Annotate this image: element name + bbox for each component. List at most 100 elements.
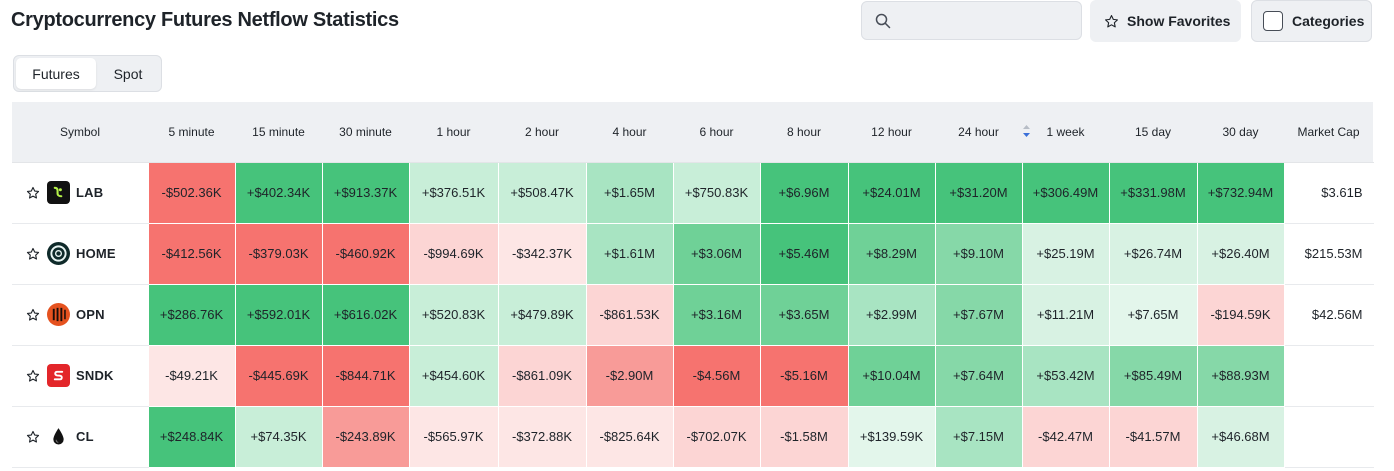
- netflow-cell: +$306.49M: [1022, 162, 1110, 224]
- netflow-cell: +$248.84K: [148, 406, 236, 468]
- netflow-cell: -$372.88K: [498, 406, 587, 468]
- netflow-cell: -$342.37K: [498, 223, 587, 285]
- column-header-15-minute[interactable]: 15 minute: [235, 102, 322, 163]
- column-header-market-cap[interactable]: Market Cap: [1284, 102, 1373, 163]
- netflow-cell: +$750.83K: [673, 162, 761, 224]
- netflow-cell: +$1.65M: [586, 162, 674, 224]
- table-row[interactable]: SNDK -$49.21K -$445.69K -$844.71K +$454.60K -…: [12, 345, 1374, 407]
- column-header-15-day[interactable]: 15 day: [1109, 102, 1197, 163]
- symbol-cell[interactable]: SNDK: [12, 345, 149, 407]
- table-row[interactable]: HOME -$412.56K -$379.03K -$460.92K -$994.69K…: [12, 223, 1374, 285]
- star-icon: [1105, 14, 1118, 27]
- column-header-24-hour[interactable]: 24 hour: [935, 102, 1030, 163]
- netflow-cell: -$49.21K: [148, 345, 236, 407]
- column-header-12-hour[interactable]: 12 hour: [848, 102, 935, 163]
- netflow-cell: +$508.47K: [498, 162, 587, 224]
- netflow-cell: +$7.64M: [935, 345, 1023, 407]
- netflow-cell: +$88.93M: [1197, 345, 1285, 407]
- netflow-cell: +$520.83K: [409, 284, 499, 346]
- column-header-symbol[interactable]: Symbol: [12, 102, 148, 163]
- categories-button[interactable]: Categories: [1251, 0, 1372, 42]
- netflow-cell: -$844.71K: [322, 345, 410, 407]
- symbol-cell[interactable]: OPN: [12, 284, 149, 346]
- column-header-1-week[interactable]: 1 week: [1022, 102, 1109, 163]
- netflow-cell: +$7.65M: [1109, 284, 1198, 346]
- table-row[interactable]: CL +$248.84K +$74.35K -$243.89K -$565.97K -$3…: [12, 406, 1374, 468]
- netflow-cell: +$139.59K: [848, 406, 936, 468]
- column-header-4-hour[interactable]: 4 hour: [586, 102, 673, 163]
- favorite-star-icon[interactable]: [26, 430, 40, 444]
- lab-icon: [47, 181, 70, 204]
- symbol-cell[interactable]: HOME: [12, 223, 149, 285]
- netflow-cell: -$460.92K: [322, 223, 410, 285]
- netflow-cell: -$4.56M: [673, 345, 761, 407]
- show-favorites-label: Show Favorites: [1127, 13, 1231, 29]
- netflow-cell: +$592.01K: [235, 284, 323, 346]
- categories-label: Categories: [1292, 13, 1365, 29]
- symbol-name[interactable]: HOME: [76, 246, 116, 261]
- netflow-table: Symbol 5 minute 15 minute 30 minute 1 ho…: [12, 102, 1374, 468]
- symbol-cell[interactable]: LAB: [12, 162, 149, 224]
- column-header-30-minute[interactable]: 30 minute: [322, 102, 409, 163]
- cl-icon: [47, 425, 70, 448]
- favorite-star-icon[interactable]: [26, 308, 40, 322]
- netflow-cell: +$454.60K: [409, 345, 499, 407]
- netflow-cell: +$286.76K: [148, 284, 236, 346]
- favorite-star-icon[interactable]: [26, 247, 40, 261]
- column-header-30-day[interactable]: 30 day: [1197, 102, 1284, 163]
- netflow-cell: +$11.21M: [1022, 284, 1110, 346]
- netflow-cell: -$379.03K: [235, 223, 323, 285]
- symbol-cell[interactable]: CL: [12, 406, 149, 468]
- netflow-cell: -$243.89K: [322, 406, 410, 468]
- market-cap-cell: $3.61B: [1284, 162, 1374, 224]
- favorite-star-icon[interactable]: [26, 369, 40, 383]
- netflow-cell: +$25.19M: [1022, 223, 1110, 285]
- netflow-cell: +$402.34K: [235, 162, 323, 224]
- symbol-name[interactable]: OPN: [76, 307, 105, 322]
- column-header-5-minute[interactable]: 5 minute: [148, 102, 235, 163]
- netflow-cell: +$732.94M: [1197, 162, 1285, 224]
- netflow-cell: +$46.68M: [1197, 406, 1285, 468]
- netflow-cell: -$445.69K: [235, 345, 323, 407]
- netflow-cell: +$913.37K: [322, 162, 410, 224]
- symbol-name[interactable]: SNDK: [76, 368, 114, 383]
- column-header-8-hour[interactable]: 8 hour: [760, 102, 848, 163]
- symbol-name[interactable]: LAB: [76, 185, 104, 200]
- netflow-cell: +$331.98M: [1109, 162, 1198, 224]
- column-header-6-hour[interactable]: 6 hour: [673, 102, 760, 163]
- tab-spot[interactable]: Spot: [113, 65, 143, 82]
- column-header-2-hour[interactable]: 2 hour: [498, 102, 586, 163]
- opn-icon: [47, 303, 70, 326]
- market-cap-cell: $42.56M: [1284, 284, 1374, 346]
- netflow-cell: +$3.06M: [673, 223, 761, 285]
- table-row[interactable]: OPN +$286.76K +$592.01K +$616.02K +$520.83K +…: [12, 284, 1374, 346]
- netflow-cell: -$825.64K: [586, 406, 674, 468]
- netflow-cell: +$7.67M: [935, 284, 1023, 346]
- netflow-cell: +$74.35K: [235, 406, 323, 468]
- table-header-row: Symbol 5 minute 15 minute 30 minute 1 ho…: [12, 102, 1373, 163]
- show-favorites-button[interactable]: Show Favorites: [1090, 0, 1241, 42]
- search-input[interactable]: [900, 10, 1070, 32]
- netflow-cell: +$6.96M: [760, 162, 849, 224]
- market-cap-cell: [1284, 406, 1374, 468]
- netflow-cell: -$412.56K: [148, 223, 236, 285]
- netflow-cell: +$3.65M: [760, 284, 849, 346]
- tab-futures[interactable]: Futures: [16, 58, 96, 89]
- netflow-cell: -$5.16M: [760, 345, 849, 407]
- market-cap-cell: [1284, 345, 1374, 407]
- sort-descending-icon[interactable]: [1022, 124, 1031, 138]
- symbol-name[interactable]: CL: [76, 429, 94, 444]
- search-box[interactable]: [861, 1, 1082, 40]
- categories-checkbox[interactable]: [1263, 11, 1283, 31]
- column-header-1-hour[interactable]: 1 hour: [409, 102, 498, 163]
- sndk-icon: [47, 364, 70, 387]
- netflow-cell: -$2.90M: [586, 345, 674, 407]
- netflow-cell: +$8.29M: [848, 223, 936, 285]
- table-row[interactable]: LAB -$502.36K +$402.34K +$913.37K +$376.51K +…: [12, 162, 1374, 224]
- netflow-cell: +$26.74M: [1109, 223, 1198, 285]
- favorite-star-icon[interactable]: [26, 186, 40, 200]
- netflow-cell: +$479.89K: [498, 284, 587, 346]
- home-icon: [47, 242, 70, 265]
- netflow-cell: +$9.10M: [935, 223, 1023, 285]
- netflow-cell: -$861.09K: [498, 345, 587, 407]
